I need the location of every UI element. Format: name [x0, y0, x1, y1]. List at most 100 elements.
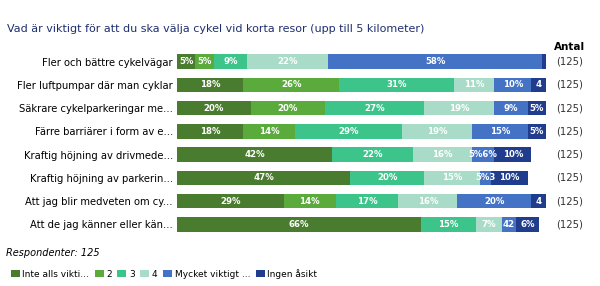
Text: 7%: 7%	[481, 220, 496, 229]
Bar	[244, 124, 295, 139]
Text: (125): (125)	[557, 80, 583, 90]
Bar	[350, 171, 424, 185]
Bar	[454, 78, 494, 92]
Bar	[247, 54, 328, 69]
Text: 19%: 19%	[427, 127, 448, 136]
Bar	[284, 194, 335, 208]
Text: 47%: 47%	[253, 173, 274, 182]
Bar	[177, 78, 244, 92]
Bar	[421, 217, 476, 232]
Text: 10%: 10%	[503, 150, 523, 159]
Bar	[413, 147, 472, 162]
Bar	[177, 217, 421, 232]
Bar	[542, 54, 550, 69]
Text: 5%6%: 5%6%	[469, 150, 498, 159]
Text: 4: 4	[536, 80, 542, 90]
Legend: Inte alls vikti..., 2, 3, 4, Mycket viktigt ..., Ingen åsikt: Inte alls vikti..., 2, 3, 4, Mycket vikt…	[11, 269, 317, 279]
Text: (125): (125)	[557, 103, 583, 113]
Text: 14%: 14%	[299, 196, 320, 206]
Bar	[328, 54, 542, 69]
Text: 5%: 5%	[530, 104, 544, 113]
Bar	[424, 171, 479, 185]
Text: 10%: 10%	[499, 173, 519, 182]
Text: 42%: 42%	[244, 150, 265, 159]
Bar	[472, 124, 527, 139]
Text: (125): (125)	[557, 57, 583, 67]
Bar	[517, 217, 539, 232]
Bar	[494, 101, 527, 115]
Bar	[502, 217, 517, 232]
Bar	[325, 101, 424, 115]
Text: 19%: 19%	[449, 104, 470, 113]
Text: 22%: 22%	[277, 57, 298, 66]
Bar	[472, 147, 494, 162]
Text: 22%: 22%	[362, 150, 383, 159]
Text: 15%: 15%	[490, 127, 510, 136]
Text: 18%: 18%	[200, 127, 220, 136]
Text: 5%: 5%	[530, 127, 544, 136]
Bar	[177, 147, 332, 162]
Bar	[177, 124, 244, 139]
Text: 15%: 15%	[442, 173, 462, 182]
Bar	[476, 217, 502, 232]
Text: 5%: 5%	[179, 57, 193, 66]
Text: Vad är viktigt för att du ska välja cykel vid korta resor (upp till 5 kilometer): Vad är viktigt för att du ska välja cyke…	[7, 24, 425, 34]
Text: 16%: 16%	[433, 150, 453, 159]
Bar	[527, 124, 546, 139]
Bar	[332, 147, 413, 162]
Text: 29%: 29%	[220, 196, 241, 206]
Text: 17%: 17%	[357, 196, 377, 206]
Bar	[177, 171, 350, 185]
Text: 58%: 58%	[425, 57, 445, 66]
Bar	[340, 78, 454, 92]
Text: 66%: 66%	[289, 220, 309, 229]
Bar	[479, 171, 491, 185]
Text: 42: 42	[503, 220, 515, 229]
Bar	[457, 194, 531, 208]
Bar	[251, 101, 325, 115]
Text: (125): (125)	[557, 150, 583, 160]
Text: Antal: Antal	[554, 41, 586, 51]
Bar	[527, 101, 546, 115]
Bar	[196, 54, 214, 69]
Text: 5%3: 5%3	[475, 173, 496, 182]
Bar	[402, 124, 472, 139]
Bar	[494, 78, 531, 92]
Bar	[177, 194, 284, 208]
Text: 27%: 27%	[364, 104, 385, 113]
Text: (125): (125)	[557, 196, 583, 206]
Text: 20%: 20%	[484, 196, 505, 206]
Text: 20%: 20%	[204, 104, 224, 113]
Text: 29%: 29%	[338, 127, 359, 136]
Bar	[177, 101, 251, 115]
Text: 11%: 11%	[464, 80, 484, 90]
Text: (125): (125)	[557, 219, 583, 229]
Bar	[244, 78, 340, 92]
Text: Respondenter: 125: Respondenter: 125	[6, 248, 100, 258]
Text: 14%: 14%	[259, 127, 280, 136]
Text: (125): (125)	[557, 173, 583, 183]
Text: 4: 4	[536, 196, 542, 206]
Text: 10%: 10%	[503, 80, 523, 90]
Text: (125): (125)	[557, 126, 583, 136]
Bar	[335, 194, 398, 208]
Text: 5%: 5%	[197, 57, 212, 66]
Text: 20%: 20%	[278, 104, 298, 113]
Text: 18%: 18%	[200, 80, 220, 90]
Bar	[295, 124, 402, 139]
Bar	[491, 171, 527, 185]
Text: 16%: 16%	[418, 196, 438, 206]
Bar	[424, 101, 494, 115]
Bar	[494, 147, 531, 162]
Bar	[531, 194, 546, 208]
Text: 26%: 26%	[281, 80, 302, 90]
Text: 31%: 31%	[386, 80, 407, 90]
Text: 15%: 15%	[438, 220, 458, 229]
Bar	[214, 54, 247, 69]
Text: 20%: 20%	[377, 173, 398, 182]
Text: 9%: 9%	[503, 104, 518, 113]
Text: 6%: 6%	[520, 220, 535, 229]
Bar	[531, 78, 546, 92]
Bar	[398, 194, 457, 208]
Bar	[177, 54, 196, 69]
